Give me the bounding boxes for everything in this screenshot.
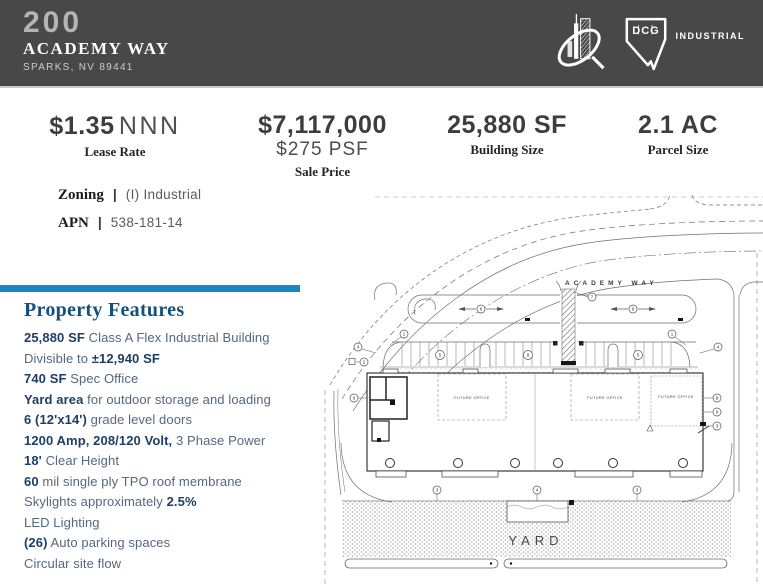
building-logo-icon — [554, 10, 610, 79]
svg-text:3: 3 — [636, 488, 639, 493]
future-office-label-1: FUTURE OFFICE — [454, 396, 490, 400]
svg-text:8: 8 — [716, 396, 719, 401]
sale-price-psf: $275 PSF — [276, 139, 369, 160]
feature-item: 18' Clear Height — [24, 453, 120, 468]
stat-parcel-size: 2.1 AC Parcel Size — [595, 112, 761, 158]
svg-text:6: 6 — [480, 307, 483, 312]
parking-lot — [380, 294, 700, 373]
stat-building-size: 25,880 SF Building Size — [420, 112, 594, 158]
svg-text:4: 4 — [357, 345, 360, 350]
nevada-outline-icon: DCG — [625, 17, 666, 70]
sale-price-label: Sale Price — [294, 164, 351, 179]
address-street: ACADEMY WAY — [23, 39, 170, 58]
yard-area — [340, 442, 733, 569]
svg-text:6: 6 — [632, 307, 635, 312]
future-office-label-3: FUTURE OFFICE — [658, 395, 694, 399]
svg-text:1: 1 — [403, 332, 406, 337]
lease-rate-label: Lease Rate — [84, 144, 146, 159]
building-size-value: 25,880 SF — [447, 111, 567, 139]
building-columns — [385, 458, 688, 468]
address-number: 200 — [23, 6, 83, 39]
feature-item: LED Lighting — [24, 514, 100, 530]
svg-text:2: 2 — [363, 360, 366, 365]
building-right-marks — [697, 422, 710, 434]
zoning-separator: | — [112, 186, 117, 202]
future-office-label-2: FUTURE OFFICE — [587, 396, 623, 400]
lease-rate-suffix: NNN — [118, 112, 181, 140]
dcg-industrial-label: INDUSTRIAL — [675, 30, 745, 41]
feature-item: Circular site flow — [24, 555, 122, 571]
callout-leaders — [356, 336, 715, 501]
sale-price-value: $7,117,000 — [258, 111, 387, 139]
header: 200 ACADEMY WAY SPARKS, NV 89441 — [0, 0, 763, 88]
svg-text:1: 1 — [671, 332, 674, 337]
stat-lease-rate: $1.35 NNN Lease Rate — [28, 112, 202, 160]
svg-text:3: 3 — [716, 424, 719, 429]
apn-value: 538-181-14 — [110, 215, 183, 230]
zoning-row: Zoning | (I) Industrial — [58, 186, 201, 204]
feature-item: 60 mil single ply TPO roof membrane — [24, 473, 242, 489]
feature-item: 1200 Amp, 208/120 Volt, 3 Phase Power — [24, 432, 266, 448]
parcel-size-label: Parcel Size — [647, 142, 709, 157]
header-logos: DCG INDUSTRIAL — [554, 10, 746, 79]
circulation-arrows — [458, 307, 656, 311]
svg-text:8: 8 — [527, 353, 530, 358]
zoning-value: (I) Industrial — [125, 187, 202, 202]
entry-driveway — [553, 280, 589, 366]
right-street — [727, 253, 758, 585]
spec-office — [369, 376, 408, 442]
stat-sale-price: $7,117,000 $275 PSF Sale Price — [235, 112, 410, 180]
dcg-logo-text: DCG — [632, 24, 659, 36]
callout-numbers: 1 4 5 8 5 1 4 7 2 6 6 3 4 3 8 9 3 9 — [353, 295, 720, 493]
zoning-apn: Zoning | (I) Industrial APN | 538-181-14 — [58, 186, 201, 242]
features-list: 25,880 SF Class A Flex Industrial Buildi… — [24, 331, 316, 577]
parcel-size-value: 2.1 AC — [638, 111, 718, 139]
apn-separator: | — [97, 214, 102, 230]
yard-label: YARD — [508, 533, 563, 548]
svg-text:4: 4 — [717, 345, 720, 350]
zoning-label: Zoning — [58, 187, 104, 203]
accent-bar — [0, 285, 300, 292]
road-label: ACADEMY WAY — [565, 280, 658, 287]
dcg-logo: DCG INDUSTRIAL — [622, 14, 746, 76]
features-title: Property Features — [24, 299, 185, 321]
apn-row: APN | 538-181-14 — [58, 214, 201, 232]
feature-item: Skylights approximately 2.5% — [24, 494, 197, 509]
feature-item: Divisible to ±12,940 SF — [24, 350, 160, 366]
building-outline — [366, 368, 704, 478]
callout-circles — [348, 292, 723, 495]
future-office-rooms — [437, 373, 703, 432]
svg-text:9: 9 — [716, 410, 719, 415]
feature-item: Yard area for outdoor storage and loadin… — [24, 391, 271, 407]
feature-item: 740 SF Spec Office — [24, 371, 139, 386]
feature-item: 25,880 SF Class A Flex Industrial Buildi… — [24, 330, 270, 345]
address-city: SPARKS, NV 89441 — [23, 62, 134, 73]
site-plan: ACADEMY WAY — [320, 195, 763, 588]
svg-text:4: 4 — [536, 488, 539, 493]
feature-item: (26) Auto parking spaces — [24, 535, 171, 550]
svg-text:5: 5 — [637, 353, 640, 358]
feature-item: 6 (12'x14') grade level doors — [24, 412, 193, 427]
svg-text:7: 7 — [591, 295, 594, 300]
key-stats: $1.35 NNN Lease Rate $7,117,000 $275 PSF… — [0, 112, 763, 182]
building-size-label: Building Size — [470, 142, 544, 157]
svg-text:5: 5 — [439, 353, 442, 358]
apn-label: APN — [58, 215, 89, 231]
road-academy-way — [329, 195, 763, 454]
property-address: 200 ACADEMY WAY SPARKS, NV 89441 — [23, 6, 170, 74]
lease-rate-value: $1.35 — [49, 112, 115, 140]
svg-text:9: 9 — [353, 396, 356, 401]
left-boundary — [324, 282, 436, 585]
svg-text:3: 3 — [436, 488, 439, 493]
